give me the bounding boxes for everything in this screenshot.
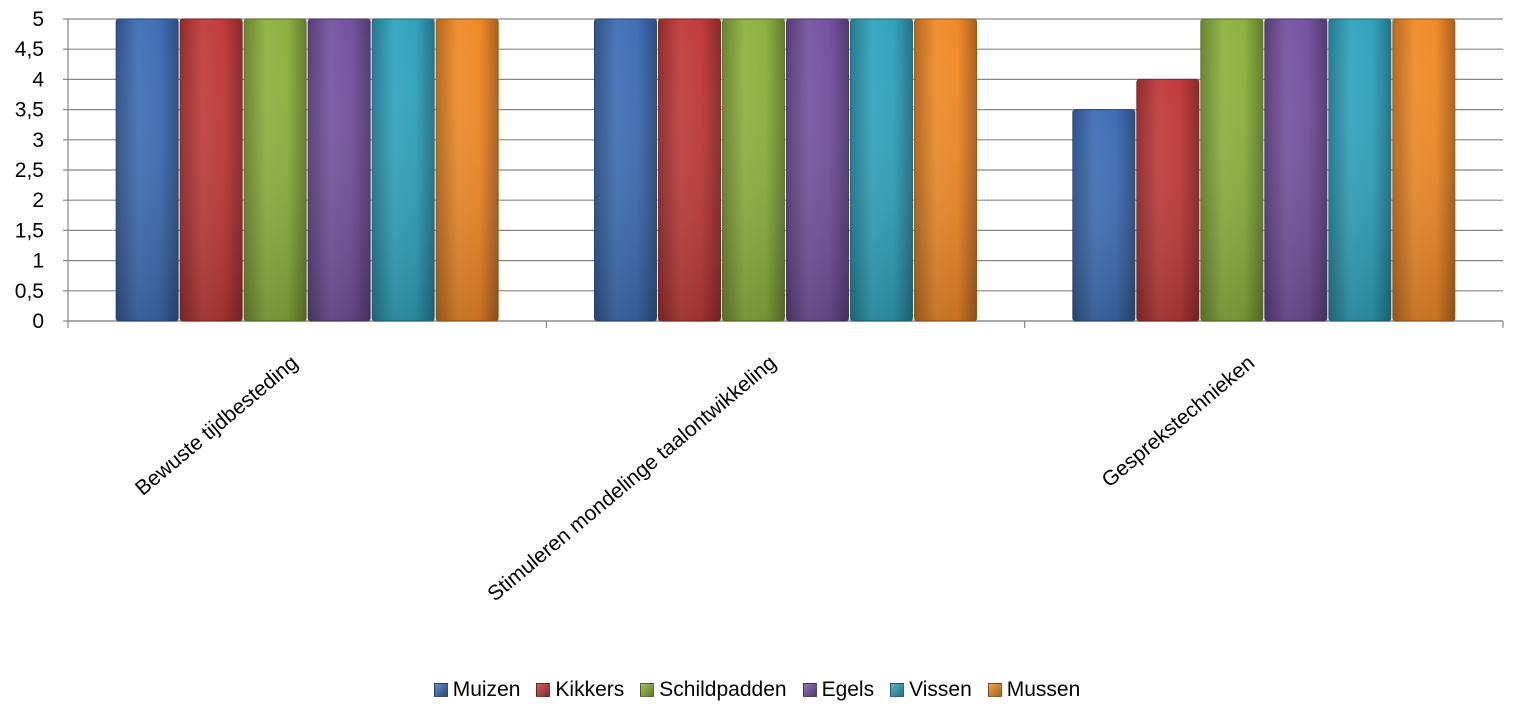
bar-shade (116, 19, 179, 321)
bar-shade (658, 19, 721, 321)
y-tick-label: 0,5 (15, 280, 44, 303)
legend-label: Mussen (1006, 678, 1081, 701)
bar-shade (1328, 19, 1391, 321)
y-tick-label: 1 (32, 250, 44, 273)
legend-label: Egels (821, 678, 875, 701)
legend-label: Schildpadden (659, 678, 787, 701)
legend-swatch (640, 683, 655, 697)
category-label: Stimuleren mondelinge taalontwikkeling (483, 351, 780, 606)
bar-shade (308, 19, 371, 321)
bar-shade (850, 19, 913, 321)
y-tick-label: 2,5 (15, 159, 44, 182)
bar-shade (244, 19, 307, 321)
bar-shade (436, 19, 499, 321)
y-tick-label: 1,5 (15, 219, 44, 242)
category-label: Bewuste tijdbesteding (131, 351, 302, 500)
y-tick-label: 2 (32, 189, 44, 212)
bar-shade (1136, 79, 1199, 322)
bar-shade (914, 19, 977, 321)
legend-swatch (890, 683, 905, 697)
bar-shade (1072, 109, 1135, 321)
legend-item-egels: Egels (802, 678, 875, 702)
legend-label: Muizen (452, 678, 521, 701)
y-tick-label: 3 (32, 129, 44, 152)
y-tick-label: 3,5 (15, 99, 44, 122)
legend-item-kikkers: Kikkers (536, 678, 624, 702)
bar-shade (1264, 19, 1327, 321)
bar-shade (1392, 19, 1455, 321)
legend-swatch (802, 683, 817, 697)
legend-item-schildpadden: Schildpadden (640, 678, 787, 702)
legend-label: Vissen (909, 678, 972, 701)
bar-shade (372, 19, 435, 321)
bar-shade (786, 19, 849, 321)
legend-item-mussen: Mussen (987, 678, 1081, 702)
legend-swatch (433, 683, 448, 697)
y-tick-label: 4,5 (15, 38, 44, 61)
y-tick-label: 5 (32, 8, 44, 31)
legend-swatch (536, 683, 551, 697)
legend-item-vissen: Vissen (890, 678, 972, 702)
bar-shade (722, 19, 785, 321)
bar-shade (180, 19, 243, 321)
bar-shade (594, 19, 657, 321)
legend-item-muizen: Muizen (433, 678, 521, 702)
y-tick-label: 0 (32, 310, 44, 333)
legend-swatch (987, 683, 1002, 697)
bar-shade (1200, 19, 1263, 321)
legend: Muizen Kikkers Schildpadden Egels Vissen Muss… (0, 678, 1514, 702)
y-tick-label: 4 (32, 68, 44, 91)
category-label: Gesprekstechnieken (1098, 351, 1259, 492)
legend-label: Kikkers (555, 678, 625, 701)
